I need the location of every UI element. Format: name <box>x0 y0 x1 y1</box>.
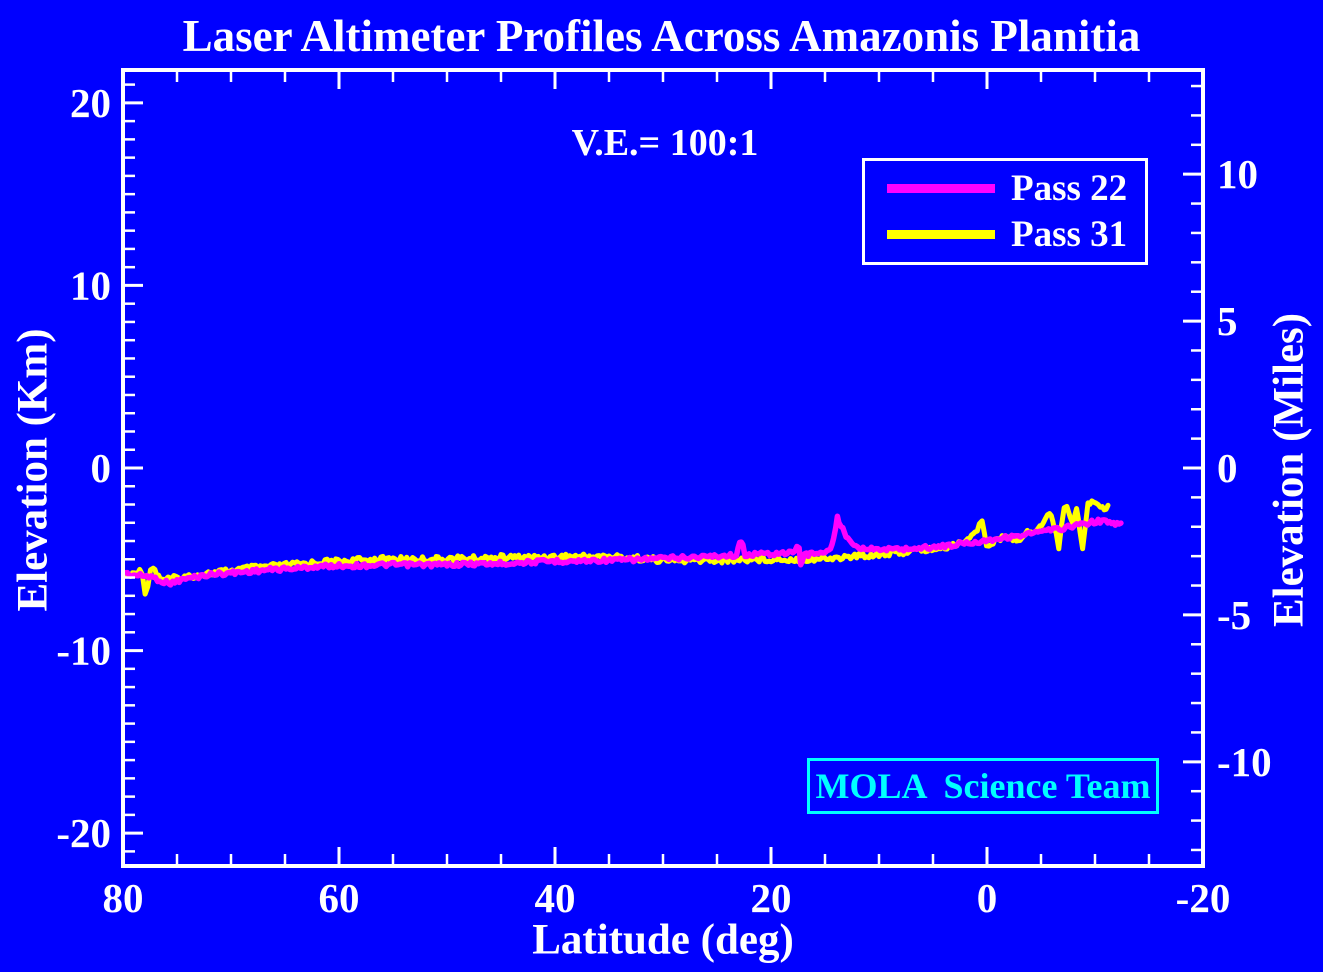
vertical-exaggeration-annotation: V.E.= 100:1 <box>571 122 759 164</box>
chart-title: Laser Altimeter Profiles Across Amazonis… <box>182 11 1141 61</box>
x-tick-label: 60 <box>319 875 360 921</box>
legend-item-pass-31: Pass 31 <box>865 214 1145 255</box>
pass-22-line-swatch <box>887 184 995 193</box>
series-pass-31 <box>125 498 1111 597</box>
y-left-tick-label: 0 <box>91 445 112 491</box>
y-axis-title-miles: Elevation (Miles) <box>1265 312 1313 628</box>
y-right-tick-label: -10 <box>1217 739 1272 785</box>
legend-item-pass-22: Pass 22 <box>865 168 1145 209</box>
x-axis-title: Latitude (deg) <box>532 916 794 964</box>
x-tick-label: 40 <box>535 875 576 921</box>
x-tick-label: 20 <box>751 875 792 921</box>
y-right-tick-label: 5 <box>1217 298 1238 344</box>
y-left-tick-label: 20 <box>70 80 111 126</box>
y-left-tick-label: -20 <box>56 810 111 856</box>
legend-label-pass-22: Pass 22 <box>1011 168 1128 209</box>
legend-label-pass-31: Pass 31 <box>1011 214 1128 255</box>
y-right-tick-label: 10 <box>1217 151 1258 197</box>
credit-text: MOLA Science Team <box>815 766 1151 806</box>
x-tick-label: 0 <box>977 875 998 921</box>
y-left-tick-label: 10 <box>70 262 111 308</box>
y-axis-title-km: Elevation (Km) <box>9 328 57 612</box>
y-right-tick-label: 0 <box>1217 445 1238 491</box>
y-left-tick-label: -10 <box>56 628 111 674</box>
plot-frame <box>121 68 1205 868</box>
y-right-tick-label: -5 <box>1217 592 1251 638</box>
series-pass-22 <box>125 513 1124 588</box>
x-tick-label: 80 <box>103 875 144 921</box>
credit-box: MOLA Science Team <box>807 758 1159 814</box>
x-tick-label: -20 <box>1176 875 1231 921</box>
pass-31-line-swatch <box>887 230 995 239</box>
legend: Pass 22 Pass 31 <box>862 158 1148 265</box>
